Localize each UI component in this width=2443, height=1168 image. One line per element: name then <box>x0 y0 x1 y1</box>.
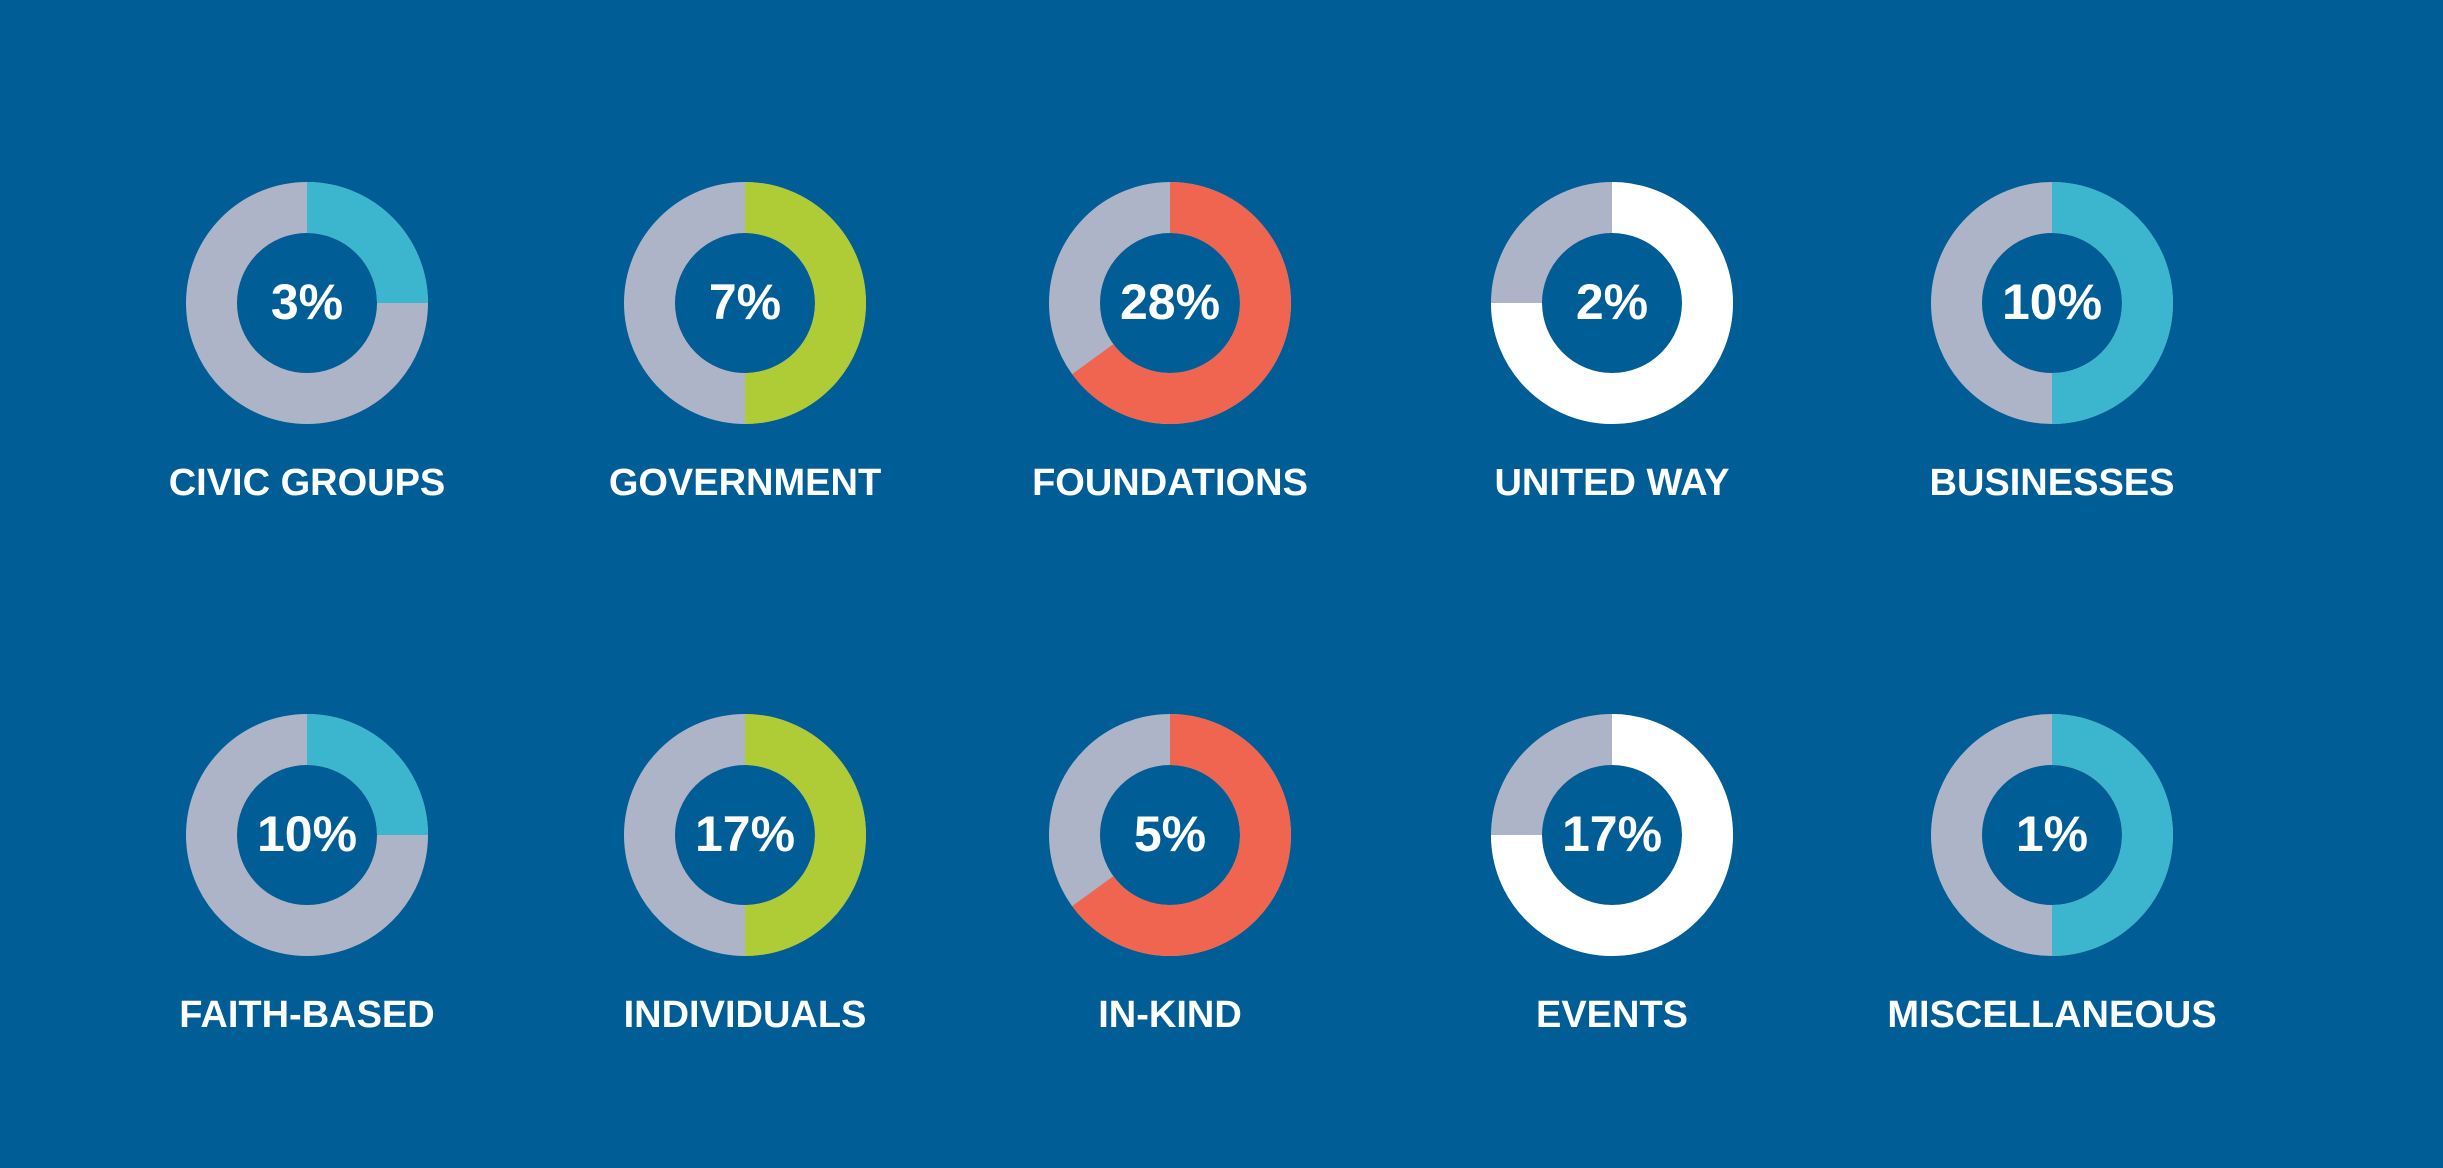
donut-value-label: 10% <box>2002 274 2102 330</box>
donut-value-label: 3% <box>271 274 343 330</box>
donut-united-way: 2% UNITED WAY <box>1491 182 1733 504</box>
donut-events: 17% EVENTS <box>1491 714 1733 1036</box>
donut-arc <box>1491 182 1733 424</box>
donut-arc <box>2051 182 2173 424</box>
donut-arc <box>306 714 428 836</box>
donut-value-label: 28% <box>1120 274 1220 330</box>
donut-category-label: UNITED WAY <box>1494 462 1729 504</box>
donut-value-label: 1% <box>2016 806 2088 862</box>
donut-faith-based: 10% FAITH-BASED <box>179 714 435 1036</box>
donut-category-label: MISCELLANEOUS <box>1887 994 2216 1036</box>
donut-value-label: 10% <box>257 806 357 862</box>
donut-value-label: 7% <box>709 274 781 330</box>
donut-businesses: 10% BUSINESSES <box>1930 182 2175 504</box>
donut-individuals: 17% INDIVIDUALS <box>624 714 867 1036</box>
donut-in-kind: 5% IN-KIND <box>1049 714 1291 1036</box>
donut-category-label: CIVIC GROUPS <box>169 462 446 504</box>
donut-category-label: INDIVIDUALS <box>624 994 867 1036</box>
donut-arc <box>2051 714 2173 956</box>
donut-value-label: 17% <box>695 806 795 862</box>
donut-arc <box>744 714 866 956</box>
donut-category-label: EVENTS <box>1536 994 1688 1036</box>
donut-value-label: 5% <box>1134 806 1206 862</box>
donut-arc <box>1072 182 1291 424</box>
donut-category-label: BUSINESSES <box>1930 462 2175 504</box>
donut-government: 7% GOVERNMENT <box>609 182 881 504</box>
donut-arc <box>1491 714 1733 956</box>
donut-value-label: 17% <box>1562 806 1662 862</box>
donut-value-label: 2% <box>1576 274 1648 330</box>
donut-category-label: GOVERNMENT <box>609 462 881 504</box>
donut-miscellaneous: 1% MISCELLANEOUS <box>1887 714 2217 1036</box>
donut-civic-groups: 3% CIVIC GROUPS <box>169 182 446 504</box>
donut-arc <box>1072 714 1291 956</box>
donut-arc <box>306 182 428 304</box>
donut-arc <box>744 182 866 424</box>
donut-category-label: FAITH-BASED <box>179 994 434 1036</box>
donut-category-label: FOUNDATIONS <box>1032 462 1308 504</box>
donut-category-label: IN-KIND <box>1098 994 1242 1036</box>
donut-foundations: 28% FOUNDATIONS <box>1032 182 1308 504</box>
